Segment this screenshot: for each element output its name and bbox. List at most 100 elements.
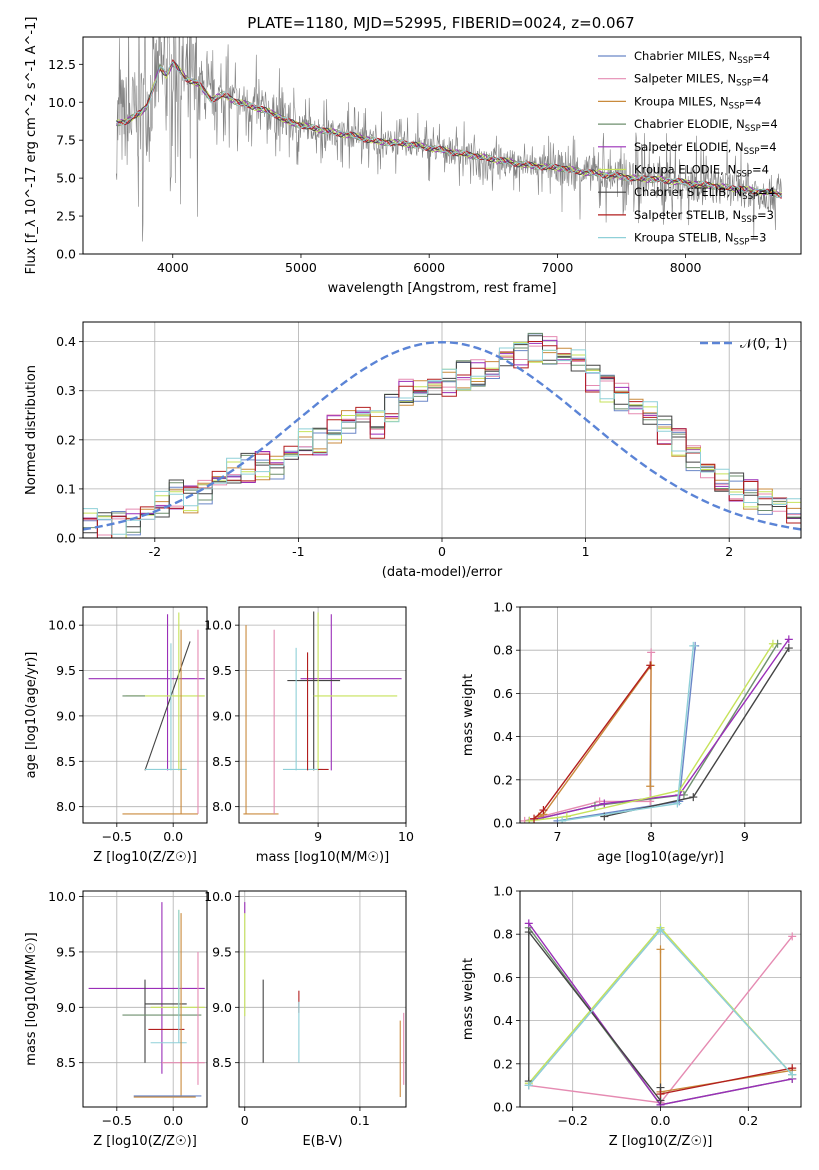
panel-mass-vs-z: −0.5 0.0 8.5 9.0 9.5 10.0 Z [log10(Z/Z☉)] mass … [24,889,208,1149]
mass-weight-point-marker [562,812,571,821]
panel-spectrum: 4000 5000 6000 7000 8000 0.0 2.5 5.0 7.5 10.0 12.5… [24,17,802,296]
mass-weight-point-marker [600,799,609,808]
axes-frame [519,606,802,824]
mass-weight-series-line [604,647,790,818]
panel-weight-vs-z: −0.2 0.0 0.2 0.0 0.2 0.4 0.6 0.8 1.0 Z [log10(Z/Z… [461,884,802,1149]
y-tick-label: 9.0 [212,1000,232,1015]
x-tick-label: 8 [647,829,655,844]
plot-area-residual-histogram [83,322,801,538]
legend-entry-label: Kroupa ELODIE, NSSP=4 [634,163,769,180]
x-axis-label: Z [log10(Z/Z☉)] [93,1134,197,1149]
y-tick-label: 0.4 [493,729,513,744]
axes-frame [238,890,407,1108]
panel-mass-vs-ebv: 0 0.1 8.5 9.0 9.5 10.0 E(B-V) [204,889,407,1149]
plot-area-weight-vs-z [520,891,801,1107]
axes-frame [238,606,407,824]
y-tick-label: 7.5 [56,133,76,148]
mass-weight-series-line [660,1067,793,1095]
legend-entry-label: 𝒩(0, 1) [740,337,787,352]
x-axis-label: (data-model)/error [382,565,503,580]
y-tick-label: 0.2 [493,1056,513,1071]
axes-frame [82,606,208,824]
errorbar-segment [144,641,191,771]
x-tick-label: 6000 [413,260,445,275]
mass-weight-series-line [538,663,652,818]
legend-entry-label: Salpeter ELODIE, NSSP=4 [634,140,777,157]
x-tick-label: −0.2 [558,1113,588,1128]
mass-weight-point-marker [656,925,665,934]
mass-weight-point-marker [784,635,793,644]
x-tick-label: −0.5 [102,1113,132,1128]
y-tick-label: 12.5 [48,57,76,72]
y-axis-label: mass [log10(M/M☉)] [24,932,39,1065]
y-tick-label: 5.0 [56,171,76,186]
mass-weight-point-marker [524,1081,533,1090]
x-tick-label: 4000 [157,260,189,275]
x-tick-label: 0.2 [738,1113,758,1128]
axes-frame [82,890,208,1108]
spectrum-legend: Chabrier MILES, NSSP=4 Salpeter MILES, NS… [598,49,778,248]
x-axis-label: E(B-V) [302,1134,342,1149]
legend-entry-label: Chabrier STELIB, NSSP=4 [634,185,775,202]
plot-area-age-vs-mass [239,607,406,823]
x-tick-label: 7 [553,829,561,844]
x-tick-label: 5000 [285,260,317,275]
y-tick-label: 0.2 [56,432,76,447]
mass-weight-point-marker [788,932,797,941]
axes-frame [82,321,802,539]
x-tick-label: 9 [314,829,322,844]
y-axis-label: mass weight [461,674,476,756]
y-tick-label: 8.0 [56,799,76,814]
panel-age-vs-z: −0.5 0.0 8.0 8.5 9.0 9.5 10.0 Z [log10(Z/Z☉)] ag… [24,606,208,865]
y-tick-label: 0.4 [56,334,76,349]
plot-area-mass-vs-z [83,891,207,1107]
mass-weight-point-marker [524,919,533,928]
mass-weight-point-marker [539,806,548,815]
y-tick-label: 9.0 [56,708,76,723]
y-tick-label: 0.8 [493,643,513,658]
x-tick-label: 8000 [670,260,702,275]
mass-weight-point-marker [530,814,539,823]
mass-weight-point-marker [647,648,656,657]
axes-frame [519,890,802,1108]
x-tick-label: 1 [582,544,590,559]
y-axis-label: mass weight [461,958,476,1040]
x-tick-label: -2 [149,544,161,559]
legend-entry-label: Kroupa STELIB, NSSP=3 [634,231,766,248]
y-axis-label: Normed distribution [24,365,39,495]
y-tick-label: 8.0 [212,799,232,814]
x-tick-label: 0 [438,544,446,559]
x-tick-label: 0.0 [163,1113,183,1128]
histogram-step-series [83,341,801,538]
mass-weight-point-marker [673,799,682,808]
histogram-step-series [83,343,801,535]
mass-weight-point-marker [646,782,655,791]
y-tick-label: 0.4 [493,1013,513,1028]
x-tick-label: 0.0 [163,829,183,844]
y-tick-label: 8.5 [212,1055,232,1070]
y-tick-label: 9.5 [56,944,76,959]
y-tick-label: 9.5 [56,663,76,678]
mass-weight-series-line [529,643,774,822]
y-tick-label: 9.5 [212,944,232,959]
mass-weight-point-marker [656,945,665,954]
mass-weight-series-line [529,638,790,822]
y-tick-label: 10.0 [204,889,232,904]
mass-weight-series-line [561,645,694,822]
plot-area-spectrum [115,37,783,242]
y-tick-label: 0.0 [493,1100,513,1115]
mass-weight-point-marker [525,816,534,823]
y-tick-label: 10.0 [204,618,232,633]
x-tick-label: 2 [725,544,733,559]
x-tick-label: 7000 [541,260,573,275]
x-axis-label: Z [log10(Z/Z☉)] [609,1134,713,1149]
legend-entry-label: Salpeter STELIB, NSSP=3 [634,208,774,225]
plot-area-mass-vs-ebv [239,891,406,1107]
mass-weight-series-line [533,664,651,820]
x-tick-label: 0.1 [350,1113,370,1128]
legend-entry-label: Chabrier ELODIE, NSSP=4 [634,117,778,134]
y-tick-label: 9.0 [212,708,232,723]
y-tick-label: 0.0 [56,531,76,546]
x-tick-label: −0.5 [102,829,132,844]
y-tick-label: 8.5 [56,1055,76,1070]
